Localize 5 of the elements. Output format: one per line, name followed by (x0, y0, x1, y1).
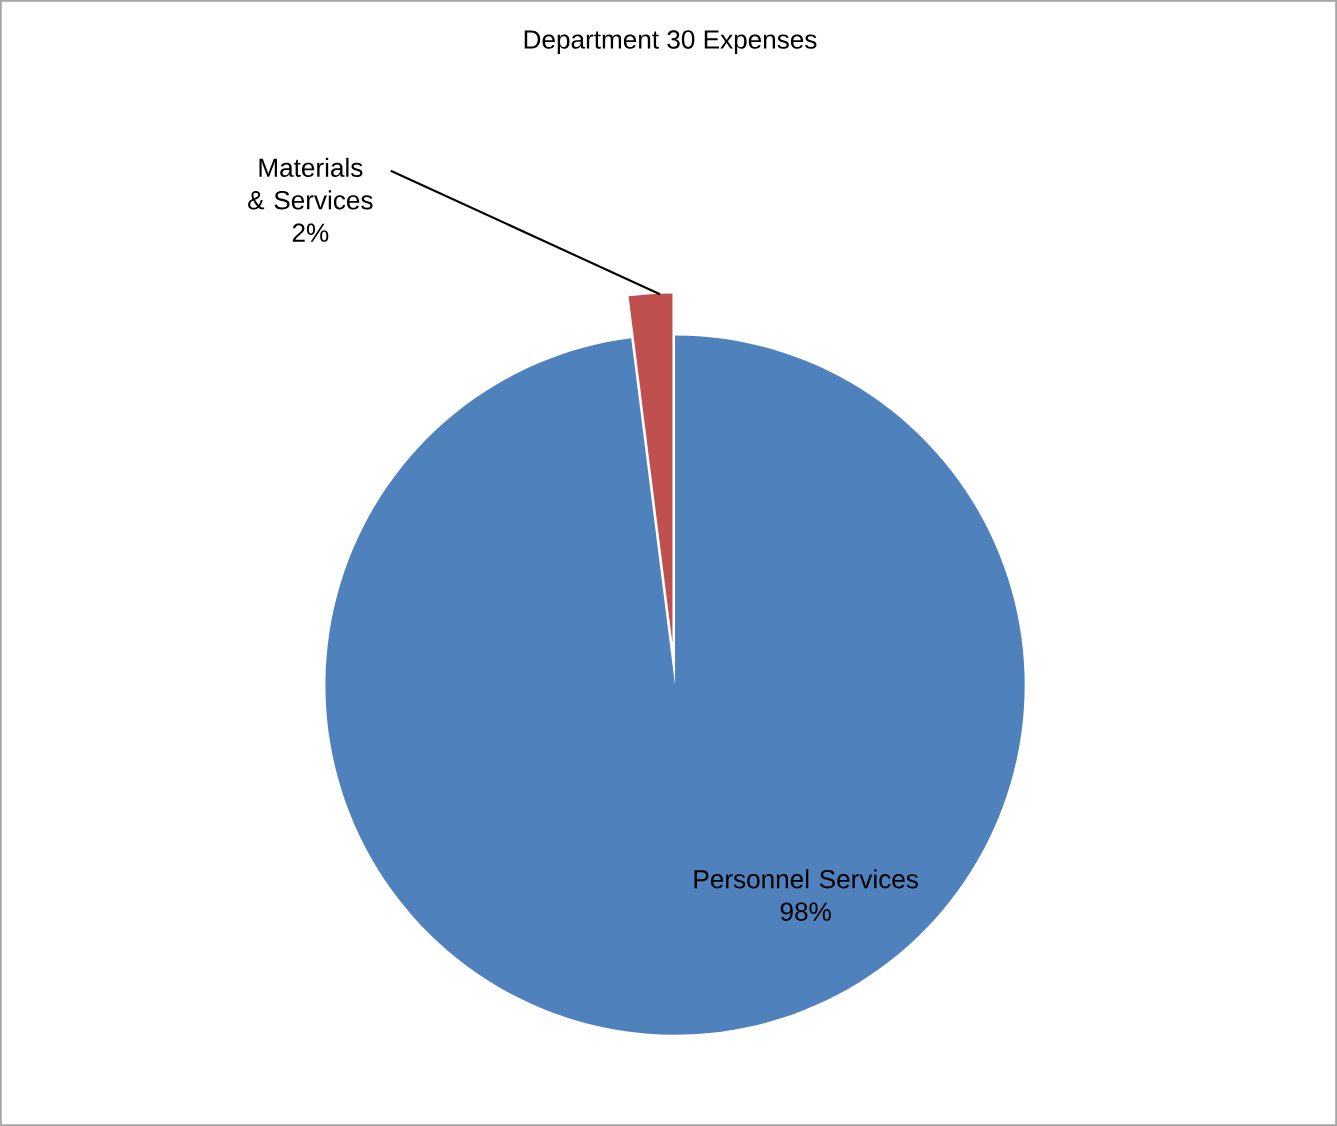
chart-title: Department 30 Expenses (524, 30, 817, 54)
slice-label: Personnel Services (694, 869, 918, 889)
data-label: 2% (292, 223, 329, 242)
slice-label: Materials & Services (248, 157, 373, 210)
data-label: 98% (780, 902, 831, 921)
